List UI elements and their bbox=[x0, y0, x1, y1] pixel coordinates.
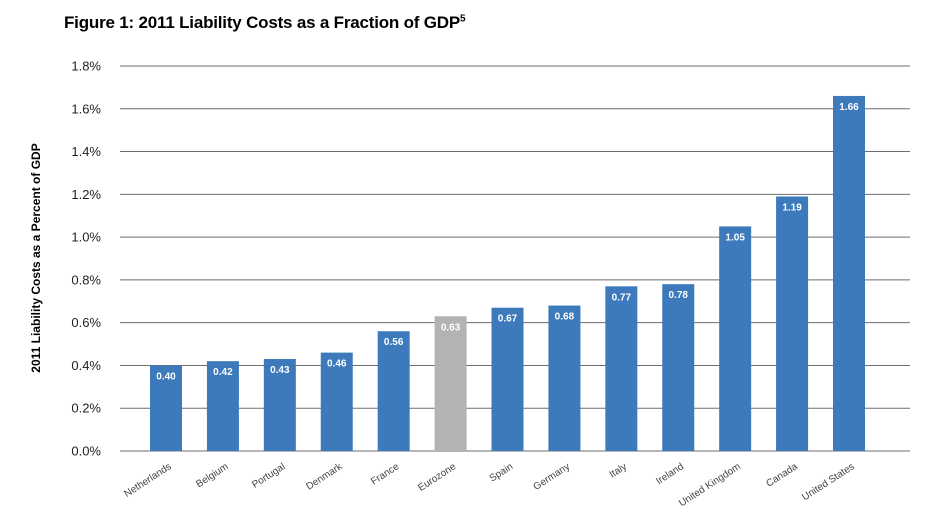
data-label: 0.46 bbox=[327, 359, 347, 370]
y-tick-label: 1.8% bbox=[71, 59, 101, 74]
data-label: 1.66 bbox=[839, 102, 859, 113]
data-labels: 0.40 0.42 0.43 0.46 0.56 0.63 0.67 0.68 0.77 0.78… bbox=[156, 102, 859, 383]
bar bbox=[719, 226, 752, 451]
y-tick-label: 1.2% bbox=[71, 187, 101, 202]
data-label: 1.05 bbox=[725, 232, 745, 243]
y-tick-label: 0.8% bbox=[71, 272, 101, 287]
y-tick-label: 0.6% bbox=[71, 315, 101, 330]
data-label: 0.56 bbox=[384, 337, 404, 348]
bar bbox=[206, 361, 239, 451]
x-tick-label: Italy bbox=[608, 461, 629, 480]
x-tick-label: Canada bbox=[764, 461, 800, 490]
bars bbox=[150, 95, 865, 451]
data-label: 1.19 bbox=[782, 202, 802, 213]
x-tick-label: Denmark bbox=[304, 461, 345, 493]
bar bbox=[150, 365, 182, 451]
x-tick-label: Eurozone bbox=[416, 461, 458, 494]
x-tick-label: Belgium bbox=[194, 461, 230, 490]
bar bbox=[263, 359, 296, 451]
y-tick-label: 1.6% bbox=[71, 101, 101, 116]
data-label: 0.77 bbox=[612, 292, 632, 303]
data-label: 0.68 bbox=[555, 312, 575, 323]
x-tick-labels: Netherlands Belgium Portugal Denmark France E… bbox=[122, 461, 856, 510]
x-tick-label: Netherlands bbox=[122, 461, 173, 500]
x-tick-label: Portugal bbox=[250, 461, 287, 491]
chart-title: Figure 1: 2011 Liability Costs as a Frac… bbox=[64, 13, 466, 32]
bar bbox=[548, 305, 581, 451]
bar bbox=[776, 196, 809, 451]
x-tick-label: France bbox=[369, 461, 401, 487]
data-label: 0.40 bbox=[156, 371, 176, 382]
x-tick-label: Spain bbox=[488, 461, 515, 484]
x-tick-label: United States bbox=[800, 461, 856, 503]
y-tick-labels: 0.0% 0.2% 0.4% 0.6% 0.8% 1.0% 1.2% 1.4% 1.6% 1.8% bbox=[71, 59, 101, 459]
y-tick-label: 0.4% bbox=[71, 358, 101, 373]
data-label: 0.43 bbox=[270, 365, 290, 376]
data-label: 0.67 bbox=[498, 314, 518, 325]
y-tick-label: 1.4% bbox=[71, 144, 101, 159]
bar bbox=[434, 316, 467, 451]
bar bbox=[377, 331, 410, 451]
bar bbox=[605, 286, 638, 451]
y-tick-label: 0.2% bbox=[71, 401, 101, 416]
x-tick-label: United Kingdom bbox=[677, 461, 743, 509]
bar bbox=[833, 95, 865, 451]
x-tick-label: Germany bbox=[532, 461, 572, 493]
data-label: 0.78 bbox=[669, 290, 689, 301]
data-label: 0.42 bbox=[213, 367, 233, 378]
bar bbox=[320, 352, 353, 451]
bar bbox=[662, 284, 695, 451]
y-tick-label: 1.0% bbox=[71, 230, 101, 245]
bar bbox=[491, 307, 524, 451]
data-label: 0.63 bbox=[441, 322, 461, 333]
x-tick-label: Ireland bbox=[654, 461, 686, 487]
y-tick-label: 0.0% bbox=[71, 444, 101, 459]
